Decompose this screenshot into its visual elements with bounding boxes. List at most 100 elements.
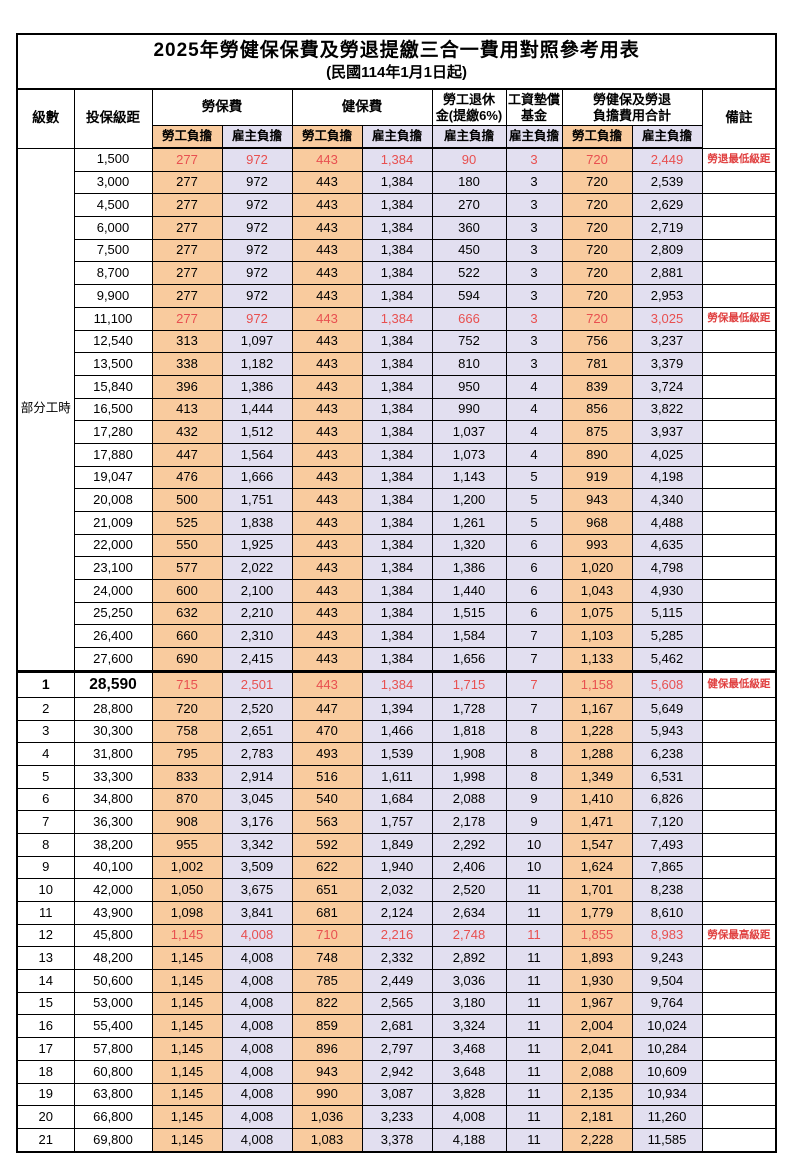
- cell-labor-employee: 1,050: [151, 878, 223, 902]
- cell-health-employer: 1,384: [361, 465, 433, 490]
- col-header-wage-fund: 工資墊償 基金: [505, 88, 563, 126]
- level-cell: 21: [16, 1127, 75, 1153]
- bracket-cell: 55,400: [73, 1014, 153, 1039]
- table-row: 8,700 277 972 443 1,384 522 3 720 2,881: [17, 261, 777, 286]
- cell-total-employee: 1,103: [561, 624, 633, 649]
- cell-health-employee: 443: [291, 647, 363, 672]
- table-row: 17 57,800 1,145 4,008 896 2,797 3,468 11 2,041 10…: [16, 1037, 777, 1061]
- table-row: 19 63,800 1,145 4,008 990 3,087 3,828 11 2,135 10…: [16, 1082, 777, 1107]
- note-cell: [701, 991, 777, 1016]
- cell-labor-employee: 1,145: [151, 1037, 223, 1061]
- bracket-cell: 17,280: [73, 420, 153, 444]
- note-cell: [701, 601, 777, 626]
- cell-health-employer: 1,384: [361, 533, 433, 558]
- cell-pension-employer: 1,320: [431, 533, 507, 558]
- cell-labor-employee: 833: [151, 764, 223, 789]
- cell-total-employer: 3,937: [631, 420, 703, 444]
- table-row: 9,900 277 972 443 1,384 594 3 720 2,953: [17, 284, 777, 308]
- cell-health-employer: 1,384: [361, 647, 433, 672]
- cell-health-employee: 443: [291, 601, 363, 626]
- level-cell: 20: [16, 1105, 75, 1129]
- note-cell: [701, 946, 777, 971]
- cell-pension-employer: 2,634: [431, 901, 507, 925]
- cell-labor-employer: 972: [221, 306, 293, 331]
- cell-labor-employee: 1,145: [151, 923, 223, 948]
- note-cell: [701, 832, 777, 857]
- bracket-cell: 33,300: [73, 764, 153, 789]
- cell-wage-fund-employer: 7: [505, 624, 563, 649]
- cell-pension-employer: 1,998: [431, 764, 507, 789]
- cell-total-employee: 2,228: [561, 1127, 633, 1153]
- cell-labor-employee: 447: [151, 442, 223, 467]
- cell-health-employer: 1,384: [361, 624, 433, 649]
- bracket-cell: 57,800: [73, 1037, 153, 1061]
- bracket-cell: 26,400: [73, 624, 153, 649]
- cell-wage-fund-employer: 3: [505, 193, 563, 218]
- cell-health-employee: 592: [291, 832, 363, 857]
- cell-wage-fund-employer: 11: [505, 1014, 563, 1039]
- cell-health-employee: 710: [291, 923, 363, 948]
- cell-total-employer: 5,462: [631, 647, 703, 672]
- cell-health-employer: 1,384: [361, 601, 433, 626]
- level-cell: 19: [16, 1082, 75, 1107]
- cell-health-employee: 896: [291, 1037, 363, 1061]
- note-cell: [701, 556, 777, 581]
- cell-total-employee: 1,020: [561, 556, 633, 581]
- level-cell: 14: [16, 969, 75, 993]
- cell-health-employer: 1,384: [361, 306, 433, 331]
- cell-health-employee: 990: [291, 1082, 363, 1107]
- cell-labor-employer: 2,651: [221, 719, 293, 744]
- table-row: 7,500 277 972 443 1,384 450 3 720 2,809: [17, 238, 777, 263]
- cell-health-employer: 2,681: [361, 1014, 433, 1039]
- col-header-wage-fund-line1: 工資墊償: [507, 91, 560, 107]
- cell-health-employee: 443: [291, 624, 363, 649]
- cell-health-employee: 443: [291, 420, 363, 444]
- cell-total-employer: 5,285: [631, 624, 703, 649]
- cell-wage-fund-employer: 11: [505, 901, 563, 925]
- cell-health-employee: 622: [291, 855, 363, 880]
- cell-pension-employer: 450: [431, 238, 507, 263]
- cell-wage-fund-employer: 9: [505, 787, 563, 812]
- cell-wage-fund-employer: 11: [505, 1037, 563, 1061]
- table-row: 17,280 432 1,512 443 1,384 1,037 4 875 3,937: [17, 420, 777, 444]
- cell-pension-employer: 1,908: [431, 742, 507, 766]
- col-header-total: 勞健保及勞退 負擔費用合計: [561, 88, 703, 126]
- bracket-cell: 30,300: [73, 719, 153, 744]
- cell-health-employee: 748: [291, 946, 363, 971]
- table-row: 3,000 277 972 443 1,384 180 3 720 2,539: [17, 170, 777, 195]
- cell-wage-fund-employer: 9: [505, 810, 563, 834]
- cell-pension-employer: 1,073: [431, 442, 507, 467]
- cell-wage-fund-employer: 11: [505, 1082, 563, 1107]
- level-cell: 9: [16, 855, 75, 880]
- note-cell: [701, 810, 777, 834]
- cell-total-employee: 1,075: [561, 601, 633, 626]
- cell-total-employer: 9,243: [631, 946, 703, 971]
- cell-health-employee: 859: [291, 1014, 363, 1039]
- cell-wage-fund-employer: 8: [505, 719, 563, 744]
- cell-labor-employee: 1,098: [151, 901, 223, 925]
- cell-pension-employer: 1,584: [431, 624, 507, 649]
- cell-health-employee: 516: [291, 764, 363, 789]
- cell-total-employee: 1,471: [561, 810, 633, 834]
- cell-labor-employer: 4,008: [221, 1105, 293, 1129]
- bracket-cell: 63,800: [73, 1082, 153, 1107]
- table-row: 12,540 313 1,097 443 1,384 752 3 756 3,237: [17, 329, 777, 354]
- cell-pension-employer: 90: [431, 147, 507, 172]
- cell-health-employee: 493: [291, 742, 363, 766]
- title-row: 2025年勞健保保費及勞退提繳三合一費用對照參考用表 (民國114年1月1日起): [16, 33, 777, 90]
- header-sub-row: 勞工負擔 雇主負擔 勞工負擔 雇主負擔 雇主負擔 雇主負擔 勞工負擔 雇主負擔: [17, 125, 776, 149]
- subheader-total-employee: 勞工負擔: [561, 125, 633, 149]
- cell-wage-fund-employer: 11: [505, 969, 563, 993]
- bracket-cell: 38,200: [73, 832, 153, 857]
- note-cell: [701, 742, 777, 766]
- cell-pension-employer: 3,468: [431, 1037, 507, 1061]
- bracket-cell: 24,000: [73, 579, 153, 603]
- cell-wage-fund-employer: 5: [505, 511, 563, 535]
- cell-total-employer: 2,809: [631, 238, 703, 263]
- cell-total-employer: 4,635: [631, 533, 703, 558]
- cell-pension-employer: 1,143: [431, 465, 507, 490]
- cell-health-employee: 443: [291, 465, 363, 490]
- cell-labor-employer: 2,914: [221, 764, 293, 789]
- note-cell: [701, 878, 777, 902]
- header-group-row: 級數 投保級距 勞保費 健保費 勞工退休 金(提繳6%) 工資墊償 基金 勞健保…: [16, 88, 777, 149]
